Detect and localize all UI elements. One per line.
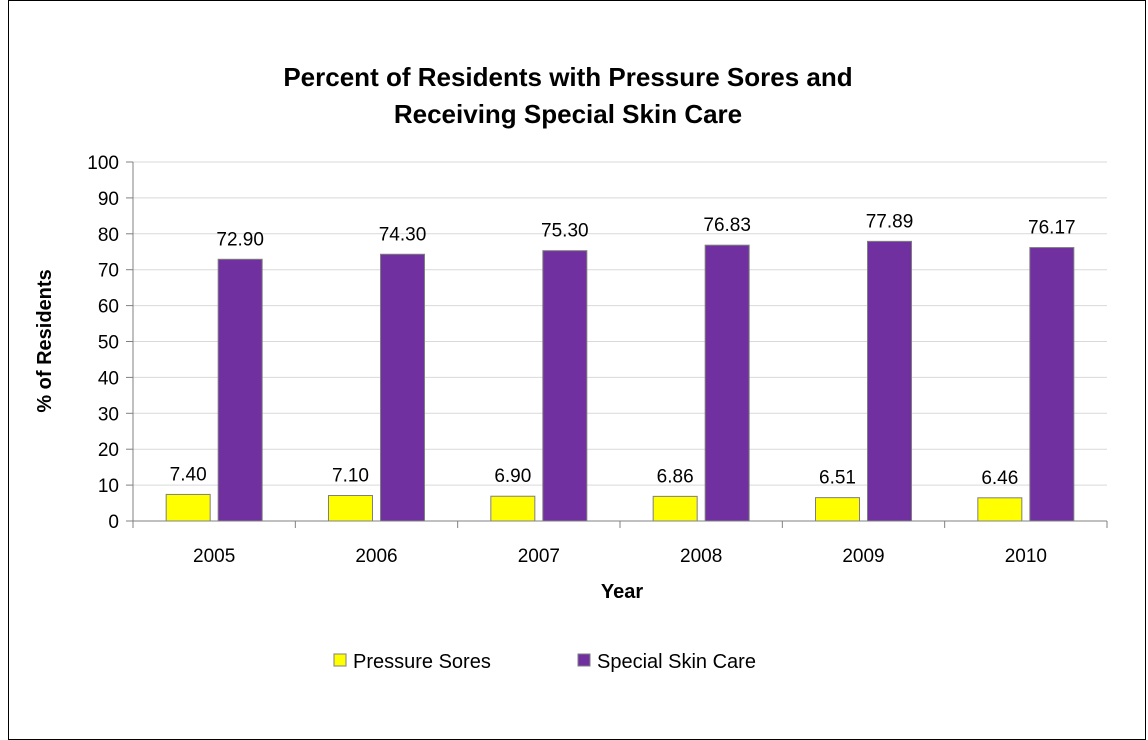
y-tick-label: 100 — [87, 153, 119, 174]
bar-special-skin-care — [1029, 247, 1075, 522]
chart-title: Percent of Residents with Pressure Sores… — [283, 62, 852, 129]
bar-pressure-sores — [328, 495, 373, 522]
bar-special-skin-care — [542, 250, 588, 522]
legend-swatch — [333, 653, 347, 667]
data-label: 76.83 — [703, 215, 751, 236]
x-tick-label: 2006 — [355, 546, 397, 567]
y-axis-title: % of Residents — [34, 269, 56, 412]
data-label: 7.10 — [332, 466, 369, 487]
x-tick-label: 2007 — [518, 546, 560, 567]
data-label: 6.90 — [494, 466, 531, 487]
bar-special-skin-care — [867, 240, 912, 522]
x-tick-label: 2008 — [680, 546, 722, 567]
data-label: 6.86 — [657, 466, 694, 487]
y-tick-label: 10 — [98, 476, 119, 497]
legend-swatch — [577, 653, 591, 667]
legend-label: Pressure Sores — [353, 651, 491, 673]
data-label: 77.89 — [866, 211, 914, 232]
bar-pressure-sores — [490, 495, 536, 522]
data-labels: 7.40 72.90 7.10 74.30 6.90 75.30 6.86 76.83 6.51… — [170, 211, 1076, 488]
x-tick-label: 2009 — [842, 546, 884, 567]
bar-pressure-sores — [165, 493, 211, 522]
y-tick-label: 80 — [98, 225, 119, 246]
x-tick-label: 2010 — [1005, 546, 1047, 567]
data-label: 72.90 — [216, 229, 264, 250]
chart-title-line-2: Receiving Special Skin Care — [394, 99, 742, 129]
bar-pressure-sores — [815, 497, 860, 522]
axes: 0 10 20 30 40 50 60 70 80 90 100 2005 2006 2007 2008 20… — [87, 153, 1108, 567]
data-label: 7.40 — [170, 464, 207, 485]
bar-special-skin-care — [380, 253, 425, 522]
y-tick-label: 60 — [98, 297, 119, 318]
gridlines — [133, 161, 1107, 486]
y-tick-label: 20 — [98, 440, 119, 461]
bar-pressure-sores — [977, 497, 1023, 522]
y-tick-label: 40 — [98, 368, 119, 389]
y-tick-label: 30 — [98, 404, 119, 425]
data-label: 74.30 — [379, 224, 427, 245]
y-tick-label: 50 — [98, 333, 119, 354]
legend: Pressure Sores Special Skin Care — [333, 651, 756, 673]
data-label: 76.17 — [1028, 218, 1076, 239]
bar-special-skin-care — [704, 244, 750, 522]
bar-pressure-sores — [652, 495, 698, 522]
data-label: 6.46 — [981, 468, 1018, 489]
data-label: 6.51 — [819, 468, 856, 489]
y-tick-label: 90 — [98, 189, 119, 210]
bar-special-skin-care — [217, 258, 263, 522]
data-label: 75.30 — [541, 221, 589, 242]
y-tick-label: 70 — [98, 261, 119, 282]
x-tick-label: 2005 — [193, 546, 235, 567]
bars — [165, 240, 1075, 522]
y-tick-label: 0 — [108, 512, 119, 533]
x-axis-title: Year — [601, 581, 643, 603]
chart-title-line-1: Percent of Residents with Pressure Sores… — [283, 62, 852, 92]
legend-label: Special Skin Care — [597, 651, 756, 673]
